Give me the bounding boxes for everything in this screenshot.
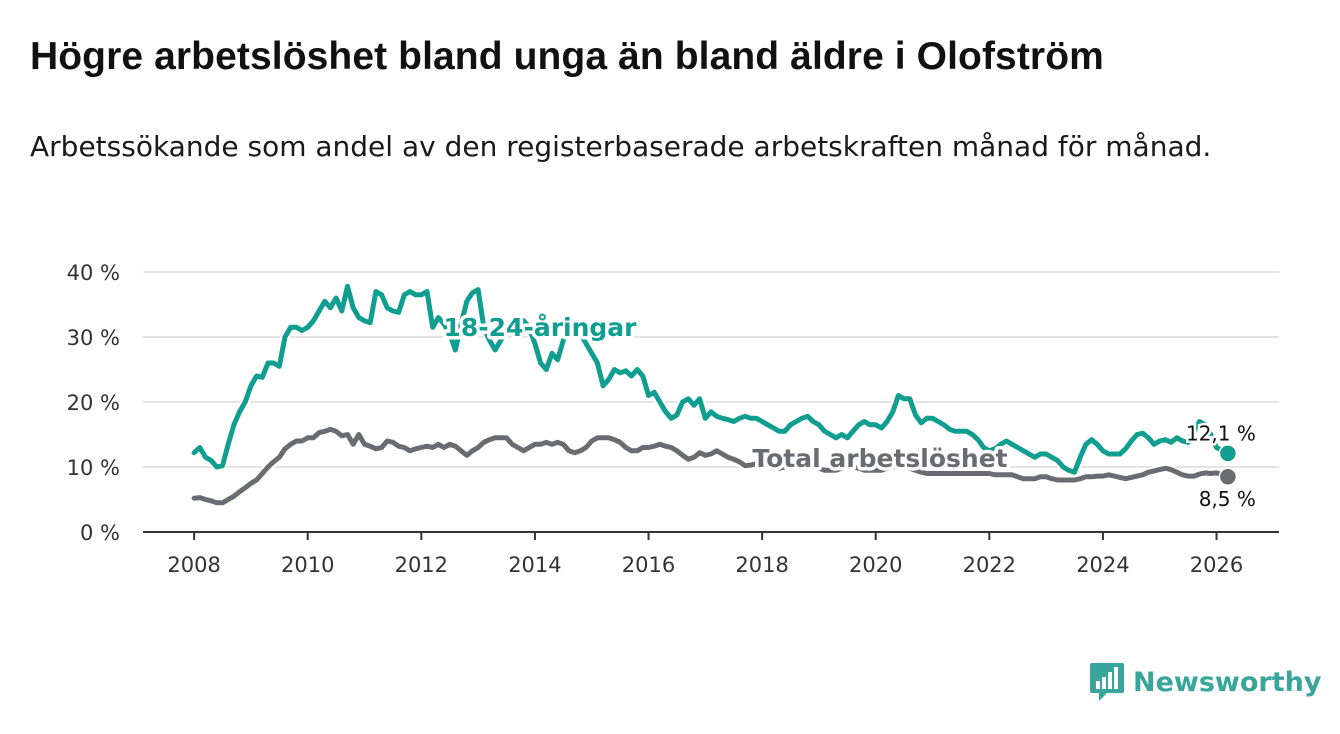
newsworthy-logo: Newsworthy [1089, 660, 1321, 704]
brand-name: Newsworthy [1133, 666, 1322, 698]
y-tick-label: 30 % [67, 326, 120, 350]
x-tick-label: 2014 [508, 553, 561, 577]
series-line-total [191, 426, 1231, 506]
x-tick-label: 2018 [735, 553, 788, 577]
series-line-18-24 [191, 283, 1231, 475]
x-tick-label: 2010 [281, 553, 334, 577]
grid-lines [143, 271, 1279, 468]
series-end-value: 8,5 % [1199, 487, 1256, 511]
series-label-total: Total arbetslöshet [752, 444, 1007, 473]
axes: 0 % 10 % 20 % 30 % 40 % 2008 2010 2012 2014 2016 2… [67, 261, 1279, 577]
x-tick-label: 2026 [1190, 553, 1243, 577]
x-tick-label: 2022 [963, 553, 1016, 577]
chart-subtitle: Arbetssökande som andel av den registerb… [30, 130, 1212, 163]
x-tick-label: 2012 [395, 553, 448, 577]
series-end-marker [1218, 444, 1238, 463]
y-tick-label: 40 % [67, 261, 120, 285]
x-tick-label: 2024 [1076, 553, 1129, 577]
series-end-value: 12,1 % [1186, 421, 1256, 445]
series-labels: 18-24-åringar 12,1 % Total arbetslöshet 8,5… [440, 310, 1258, 514]
page-title: Högre arbetslöshet bland unga än bland ä… [30, 35, 1104, 78]
series-end-marker [1218, 467, 1238, 486]
bar-chart-speech-bubble-icon [1090, 663, 1124, 701]
line-chart: 0 % 10 % 20 % 30 % 40 % 2008 2010 2012 2014 2016 2… [67, 261, 1279, 577]
y-tick-label: 20 % [67, 391, 120, 415]
series-lines [189, 281, 1238, 508]
x-tick-label: 2008 [167, 553, 220, 577]
x-tick-label: 2016 [622, 553, 675, 577]
series-label-18-24: 18-24-åringar [444, 313, 638, 342]
y-tick-label: 10 % [67, 456, 120, 480]
y-tick-label: 0 % [80, 521, 120, 545]
x-tick-label: 2020 [849, 553, 902, 577]
